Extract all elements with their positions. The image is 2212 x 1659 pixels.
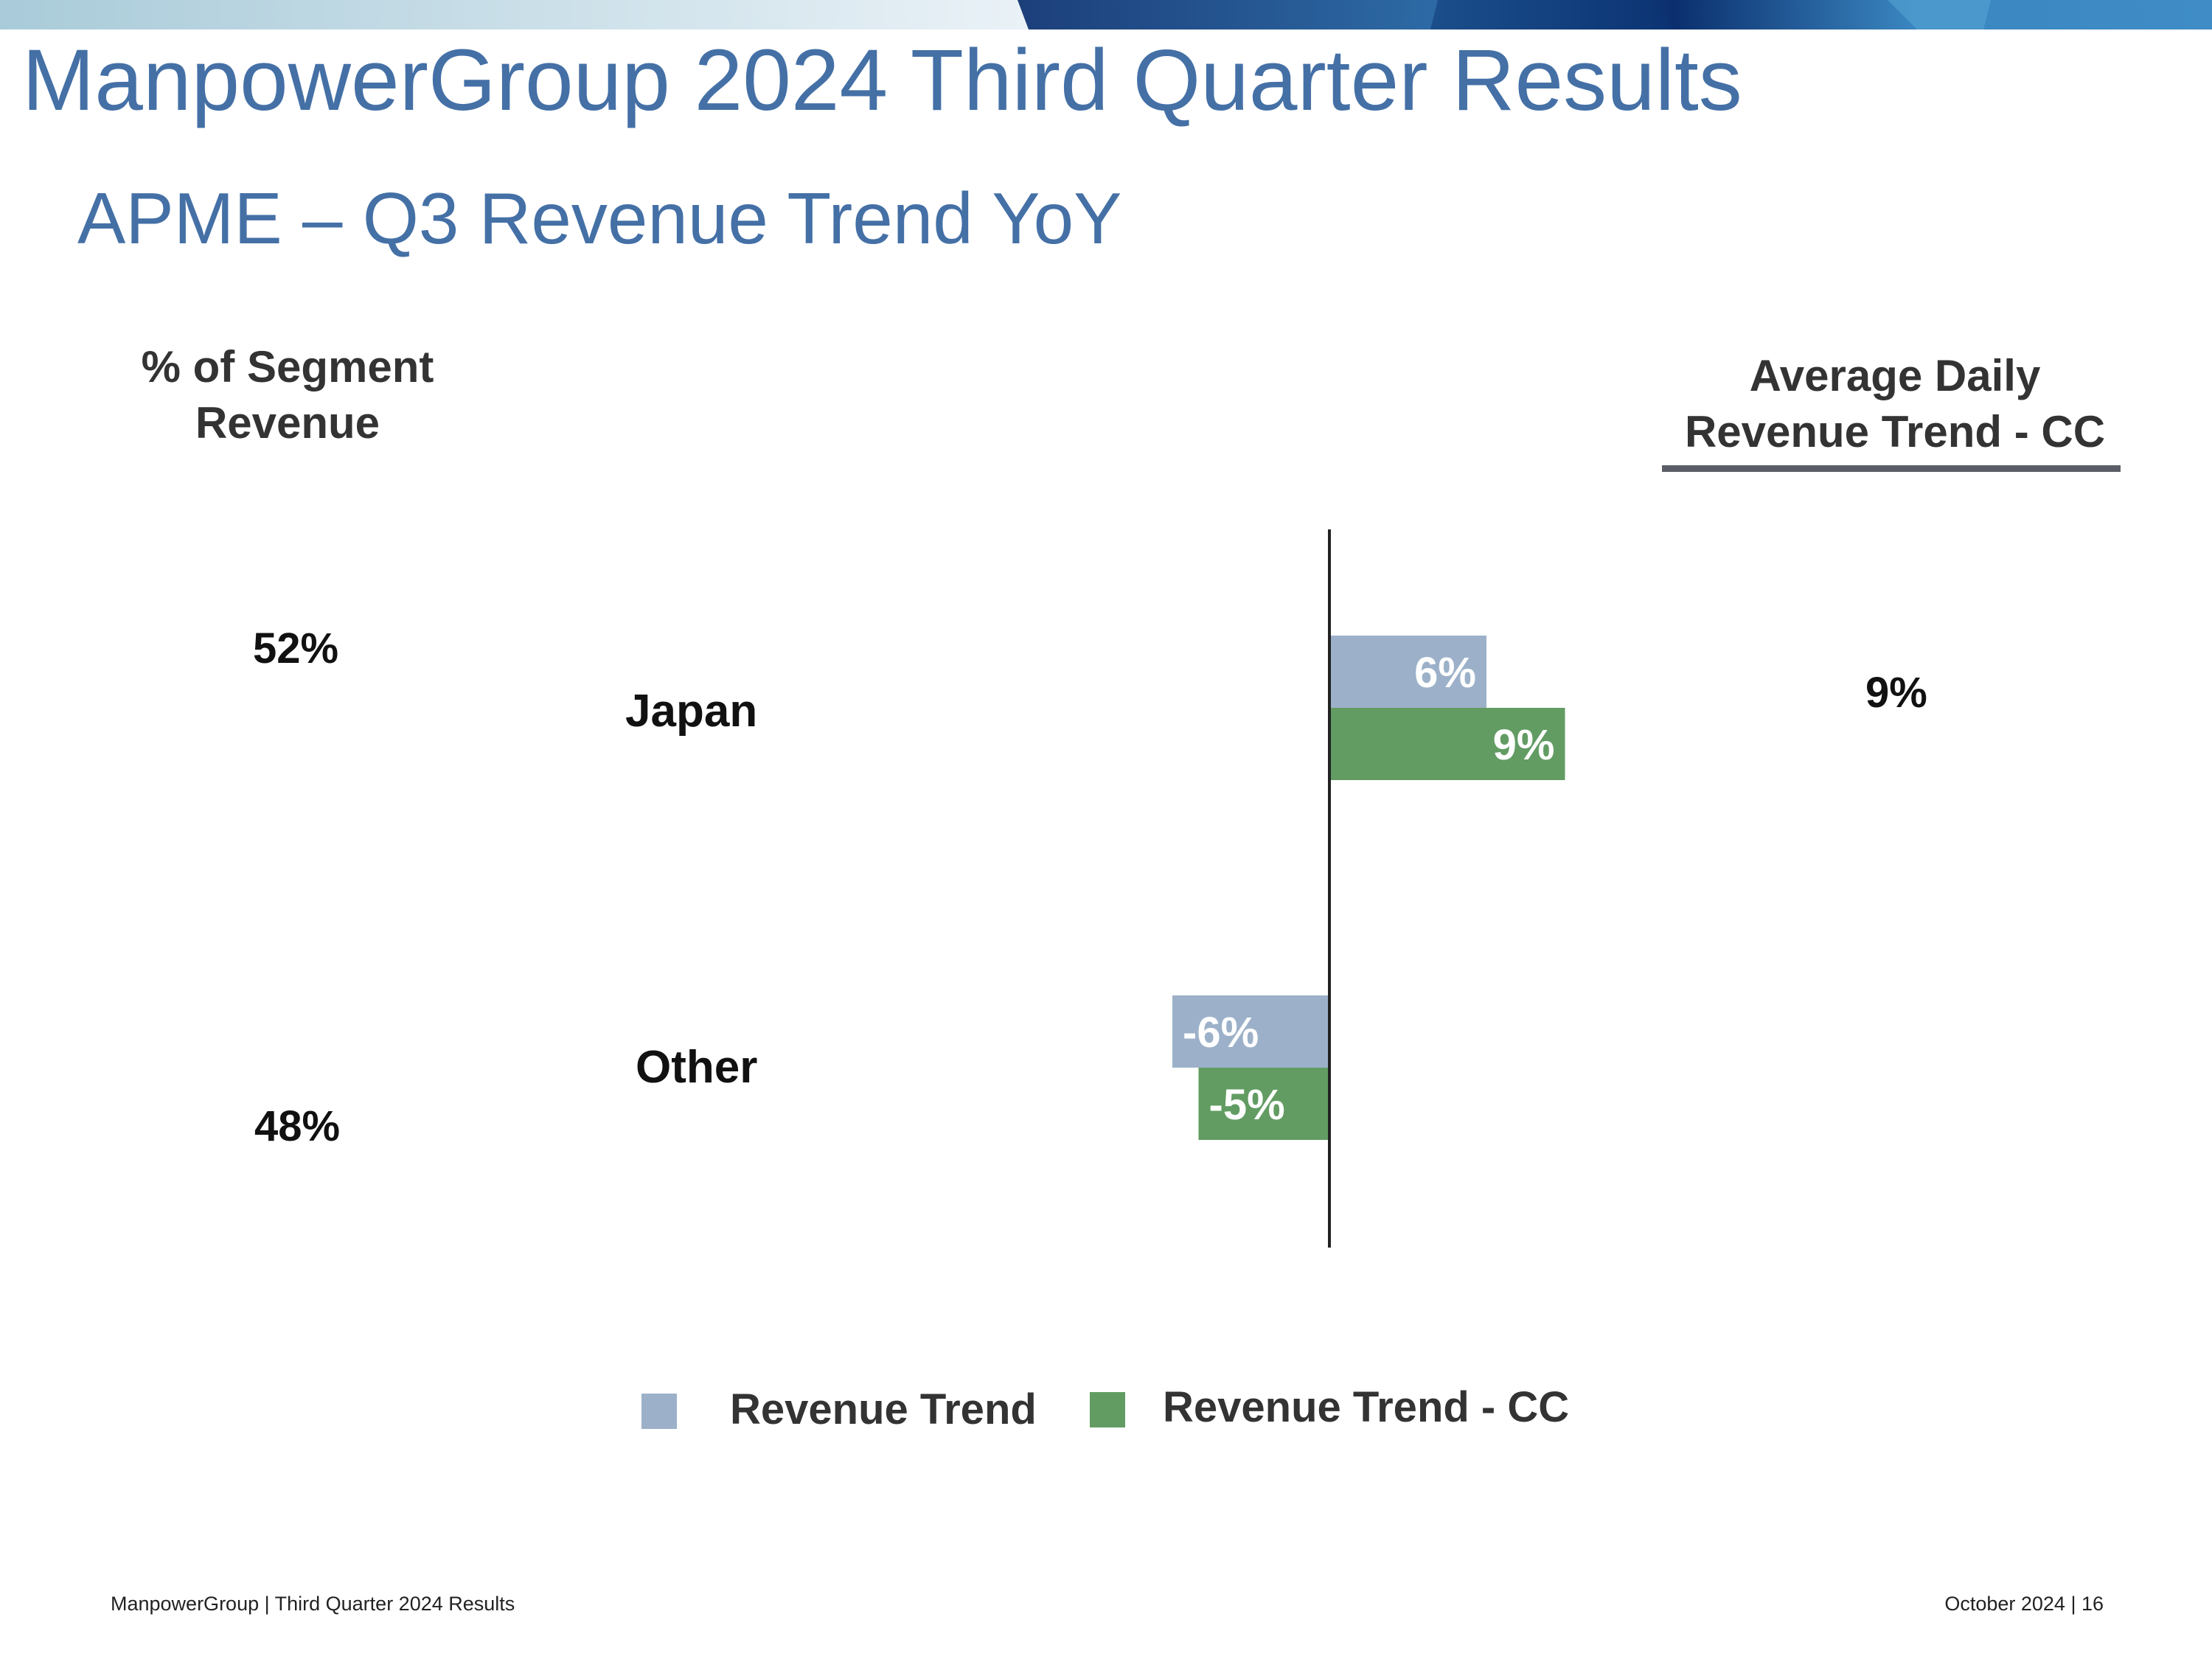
bar-revenue-trend-other <box>1172 995 1329 1068</box>
adr-header-underline <box>1662 465 2121 472</box>
bar-revenue-trend-cc-japan <box>1329 708 1565 780</box>
segment-revenue-header: % of Segment Revenue <box>103 339 472 451</box>
category-label-japan: Japan <box>625 686 757 737</box>
legend-swatch-revenue-trend-cc <box>1090 1392 1125 1427</box>
adr-header-line1: Average Daily <box>1749 351 2041 400</box>
footer-right: October 2024 | 16 <box>1944 1593 2104 1615</box>
bar-revenue-trend-cc-other <box>1198 1068 1329 1140</box>
data-label-revenue-trend-other: -6% <box>1183 1009 1259 1057</box>
top-banner <box>0 0 2212 29</box>
footer-left: ManpowerGroup | Third Quarter 2024 Resul… <box>111 1593 515 1615</box>
legend-label-revenue-trend-cc: Revenue Trend - CC <box>1163 1383 1570 1431</box>
segment-header-line2: Revenue <box>195 398 380 448</box>
adr-value-japan: 9% <box>1865 669 1927 717</box>
data-label-revenue-trend-cc-other: -5% <box>1209 1081 1285 1129</box>
legend-swatch-revenue-trend <box>641 1394 677 1429</box>
segment-share-japan: 52% <box>253 625 339 672</box>
chart-subtitle: APME – Q3 Revenue Trend YoY <box>77 178 1122 259</box>
bar-revenue-trend-japan <box>1329 636 1486 708</box>
data-label-revenue-trend-japan: 6% <box>1414 649 1476 697</box>
segment-header-line1: % of Segment <box>141 342 434 392</box>
segment-share-other: 48% <box>254 1102 341 1150</box>
data-label-revenue-trend-cc-japan: 9% <box>1493 721 1555 769</box>
adr-header-line2: Revenue Trend - CC <box>1684 407 2106 456</box>
category-label-other: Other <box>636 1042 757 1093</box>
adr-trend-header: Average Daily Revenue Trend - CC <box>1652 348 2138 460</box>
page-title: ManpowerGroup 2024 Third Quarter Results <box>22 32 1742 129</box>
legend-label-revenue-trend: Revenue Trend <box>730 1385 1037 1433</box>
